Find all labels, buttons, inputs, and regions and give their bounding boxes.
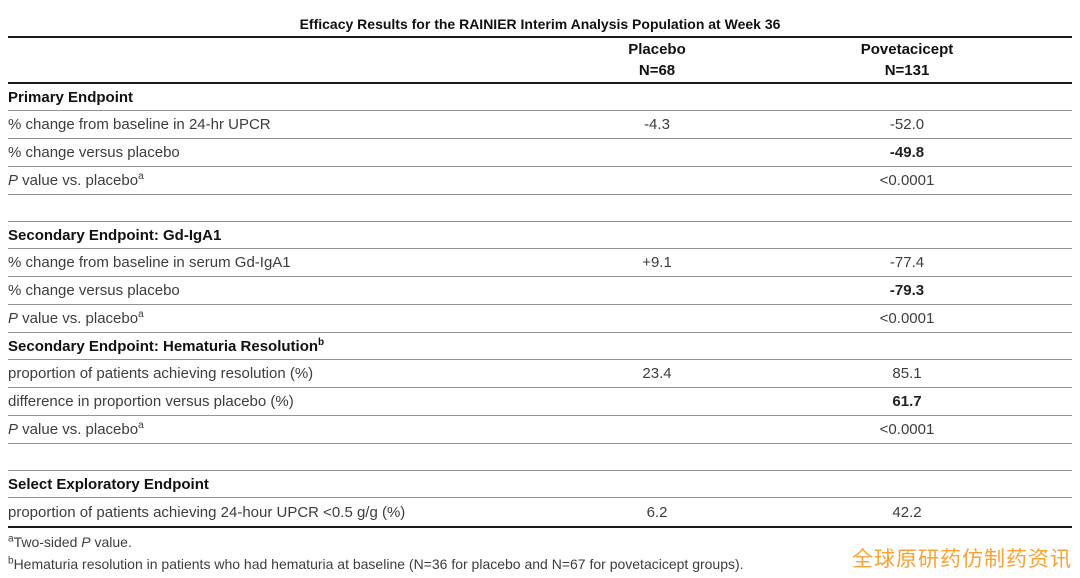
efficacy-table: Placebo N=68 Povetacicept N=131 Primary …: [8, 36, 1072, 528]
row-label: proportion of patients achieving 24-hour…: [8, 503, 406, 521]
column-header-placebo-label: Placebo: [628, 41, 686, 58]
row-label: % change from baseline in 24-hr UPCR: [8, 116, 271, 133]
value-povetacicept: -79.3: [889, 282, 925, 299]
table-title: Efficacy Results for the RAINIER Interim…: [299, 16, 781, 32]
table-row: % change versus placebo -79.3: [8, 277, 1072, 305]
footnote: bHematuria resolution in patients who ha…: [8, 555, 744, 572]
row-label: difference in proportion versus placebo …: [8, 393, 294, 410]
section-header-label: Select Exploratory Endpoint: [8, 475, 209, 493]
value-povetacicept: <0.0001: [879, 421, 935, 438]
footnotes: aTwo-sided P value. bHematuria resolution…: [8, 531, 1072, 575]
section-header-row: Select Exploratory Endpoint: [8, 471, 1072, 498]
column-header-povetacicept-n: N=131: [884, 62, 930, 79]
table-row: P value vs. placeboa <0.0001: [8, 305, 1072, 333]
section-header-label: Secondary Endpoint: Hematuria Resolution…: [8, 336, 325, 355]
table-body: Primary Endpoint % change from baseline i…: [8, 84, 1072, 526]
row-label: % change versus placebo: [8, 282, 180, 299]
table-header-row: Placebo N=68 Povetacicept N=131: [8, 36, 1072, 84]
footnote: aTwo-sided P value.: [8, 533, 132, 550]
table-section: Primary Endpoint % change from baseline i…: [8, 84, 1072, 195]
table-row: proportion of patients achieving 24-hour…: [8, 498, 1072, 526]
value-povetacicept: <0.0001: [879, 172, 935, 189]
value-povetacicept: -77.4: [889, 254, 925, 271]
table-row: % change versus placebo -49.8: [8, 139, 1072, 167]
row-label: P value vs. placeboa: [8, 420, 144, 439]
value-povetacicept: 85.1: [892, 365, 922, 382]
row-label: P value vs. placeboa: [8, 309, 144, 328]
column-header-placebo: Placebo N=68: [532, 39, 782, 81]
value-placebo: -4.3: [644, 116, 670, 133]
table-section: Secondary Endpoint: Gd-IgA1 % change from…: [8, 221, 1072, 333]
table-row: % change from baseline in 24-hr UPCR -4.3…: [8, 111, 1072, 139]
table-row: % change from baseline in serum Gd-IgA1 +…: [8, 249, 1072, 277]
column-header-placebo-n: N=68: [638, 62, 676, 79]
row-label: % change from baseline in serum Gd-IgA1: [8, 254, 291, 271]
table-section: Secondary Endpoint: Hematuria Resolution…: [8, 333, 1072, 444]
row-label: proportion of patients achieving resolut…: [8, 365, 314, 382]
section-header-row: Secondary Endpoint: Gd-IgA1: [8, 222, 1072, 249]
table-row: P value vs. placeboa <0.0001: [8, 416, 1072, 444]
section-header-label: Primary Endpoint: [8, 88, 134, 106]
value-placebo: +9.1: [642, 254, 672, 271]
table-row: proportion of patients achieving resolut…: [8, 360, 1072, 388]
value-povetacicept: <0.0001: [879, 310, 935, 327]
table-section: Select Exploratory Endpoint proportion of…: [8, 470, 1072, 526]
value-povetacicept: 61.7: [892, 393, 922, 410]
section-header-label: Secondary Endpoint: Gd-IgA1: [8, 226, 222, 244]
row-label: % change versus placebo: [8, 144, 180, 161]
column-header-povetacicept: Povetacicept N=131: [782, 39, 1032, 81]
section-header-row: Secondary Endpoint: Hematuria Resolution…: [8, 333, 1072, 360]
value-placebo: 6.2: [646, 503, 668, 521]
table-row: difference in proportion versus placebo …: [8, 388, 1072, 416]
table-row: P value vs. placeboa <0.0001: [8, 167, 1072, 195]
section-header-row: Primary Endpoint: [8, 84, 1072, 111]
value-povetacicept: -52.0: [889, 116, 925, 133]
value-povetacicept: 42.2: [892, 503, 922, 521]
row-label: P value vs. placeboa: [8, 171, 144, 190]
value-placebo: 23.4: [642, 365, 672, 382]
column-header-povetacicept-label: Povetacicept: [860, 41, 954, 58]
value-povetacicept: -49.8: [889, 144, 925, 161]
watermark-text: 全球原研药仿制药资讯: [852, 548, 1072, 571]
